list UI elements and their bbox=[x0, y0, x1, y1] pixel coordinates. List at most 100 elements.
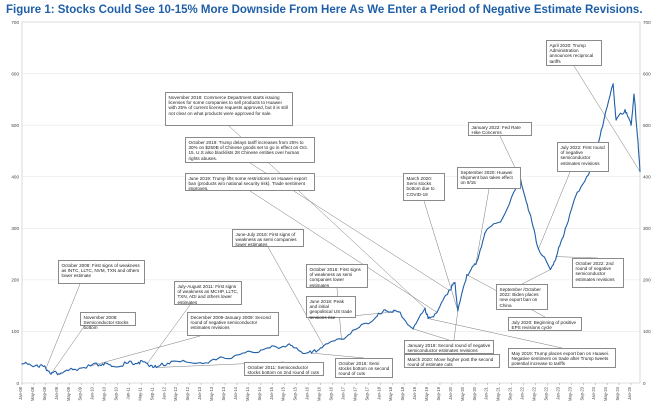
x-tick-label: Jan-23 bbox=[555, 386, 560, 399]
series-points bbox=[21, 83, 641, 374]
annotation-leader bbox=[267, 246, 324, 346]
x-tick-label: May-24 bbox=[603, 386, 608, 401]
data-point bbox=[564, 227, 566, 229]
data-point bbox=[427, 317, 429, 320]
x-tick-label: May-22 bbox=[532, 386, 537, 401]
x-tick-label: Sep-08 bbox=[42, 386, 47, 400]
data-point bbox=[102, 363, 104, 365]
annotation-may-2019: May 2019: Trump places export ban on Hua… bbox=[508, 348, 616, 368]
x-tick-label: Jan-09 bbox=[54, 386, 59, 399]
y-tick-label: 200 bbox=[11, 278, 19, 283]
data-point bbox=[576, 191, 578, 193]
annotation-leader bbox=[556, 256, 599, 259]
data-point bbox=[310, 352, 313, 354]
data-point bbox=[612, 83, 614, 85]
x-tick-label: Jan-16 bbox=[305, 386, 310, 399]
annotation-dec-2009: December 2009-January 2009: Second round… bbox=[187, 312, 279, 336]
x-tick-label: Jan-21 bbox=[484, 386, 489, 399]
annotation-leader bbox=[427, 318, 563, 349]
x-tick-label: Sep-19 bbox=[436, 386, 441, 400]
x-axis: Jan-08 May-08 Sep-08 Jan-09 May-09 Sep-09 Jan-… bbox=[18, 383, 632, 401]
data-point bbox=[137, 361, 140, 363]
annotation-jun-jul-2016: June-July 2016: First signs of weakness … bbox=[232, 229, 304, 247]
x-tick-label: Jan-14 bbox=[233, 386, 238, 399]
annotation-leader bbox=[423, 200, 459, 311]
annotation-mar-2020-covid: March 2020: Semi stocks bottom due to CO… bbox=[403, 173, 445, 201]
x-tick-label: Jan-08 bbox=[18, 386, 23, 399]
x-tick-label: Jan-10 bbox=[90, 386, 95, 399]
data-point bbox=[215, 359, 217, 361]
annotation-sep-oct-2022: September /October 2022: Biden places ne… bbox=[496, 284, 548, 310]
data-point bbox=[397, 311, 399, 313]
y-tick-label: 700 bbox=[643, 20, 651, 25]
x-tick-label: Sep-21 bbox=[508, 386, 513, 400]
y-tick-label: 400 bbox=[643, 175, 651, 180]
y-tick-label: 500 bbox=[643, 123, 651, 128]
x-tick-label: Sep-15 bbox=[293, 386, 298, 400]
x-tick-label: May-11 bbox=[137, 386, 142, 400]
data-point bbox=[45, 367, 47, 370]
x-tick-label: Sep-23 bbox=[579, 386, 584, 400]
annotation-oct-2022-second: October 2022: 2nd round of negative semi… bbox=[572, 258, 624, 288]
x-tick-label: May-20 bbox=[460, 386, 465, 401]
x-tick-label: Sep-24 bbox=[615, 386, 620, 400]
x-tick-label: May-19 bbox=[424, 386, 429, 401]
data-point bbox=[287, 344, 289, 346]
y-axis-right: 0 100 200 300 400 500 600 700 bbox=[643, 20, 651, 386]
x-tick-label: May-15 bbox=[281, 386, 286, 401]
data-point bbox=[639, 170, 641, 173]
annotation-leader bbox=[45, 283, 81, 369]
data-point bbox=[475, 263, 477, 265]
annotation-leader bbox=[311, 352, 365, 359]
annotation-leaders bbox=[45, 65, 641, 373]
annotation-sep-2020: September 2020: Huawei shipment ban take… bbox=[457, 167, 521, 189]
data-point bbox=[424, 307, 426, 309]
y-tick-label: 100 bbox=[11, 329, 19, 334]
data-point bbox=[322, 345, 325, 347]
data-point bbox=[436, 311, 438, 313]
data-point bbox=[457, 310, 459, 312]
x-tick-label: Sep-11 bbox=[149, 386, 154, 400]
data-point bbox=[72, 368, 74, 371]
x-tick-label: Sep-20 bbox=[472, 386, 477, 400]
data-point bbox=[21, 363, 23, 365]
y-tick-label: 600 bbox=[643, 71, 651, 76]
y-tick-label: 200 bbox=[643, 278, 651, 283]
x-tick-label: Jan-17 bbox=[340, 386, 345, 399]
x-tick-label: May-10 bbox=[102, 386, 107, 401]
y-tick-label: 300 bbox=[643, 226, 651, 231]
annotation-leader bbox=[147, 304, 191, 364]
data-point bbox=[60, 372, 62, 374]
x-tick-label: Jan-13 bbox=[197, 386, 202, 399]
y-tick-label: 700 bbox=[11, 20, 19, 25]
x-tick-label: Sep-14 bbox=[257, 386, 262, 400]
data-point bbox=[251, 351, 253, 353]
x-tick-label: May-08 bbox=[30, 386, 35, 401]
data-point bbox=[630, 124, 632, 126]
data-point bbox=[624, 109, 626, 111]
x-tick-label: Jan-18 bbox=[376, 386, 381, 399]
data-point bbox=[340, 338, 343, 340]
data-point bbox=[448, 289, 450, 291]
data-point bbox=[125, 362, 128, 364]
annotation-oct-2019: October 2019: Trump delays tariff increa… bbox=[185, 137, 315, 163]
chart-title: Figure 1: Stocks Could See 10-15% More D… bbox=[6, 4, 643, 16]
data-point bbox=[376, 315, 378, 317]
annotation-leader bbox=[538, 171, 571, 249]
data-point bbox=[636, 129, 638, 131]
annotation-leader bbox=[573, 65, 641, 172]
annotation-mar-2020-move: March 2020: Move higher post the second … bbox=[404, 354, 500, 368]
series-line bbox=[21, 83, 641, 376]
x-tick-label: Jan-12 bbox=[161, 386, 166, 399]
y-tick-label: 500 bbox=[11, 123, 19, 128]
data-point bbox=[484, 232, 486, 235]
annotation-leader bbox=[413, 328, 450, 341]
x-tick-label: Jan-24 bbox=[591, 386, 596, 399]
x-tick-label: Sep-16 bbox=[328, 386, 333, 400]
data-point bbox=[194, 362, 196, 364]
data-point bbox=[555, 256, 558, 258]
x-tick-label: Jan-20 bbox=[448, 386, 453, 399]
x-tick-label: Sep-12 bbox=[185, 386, 190, 400]
y-tick-label: 600 bbox=[11, 71, 19, 76]
x-tick-label: May-16 bbox=[317, 386, 322, 401]
